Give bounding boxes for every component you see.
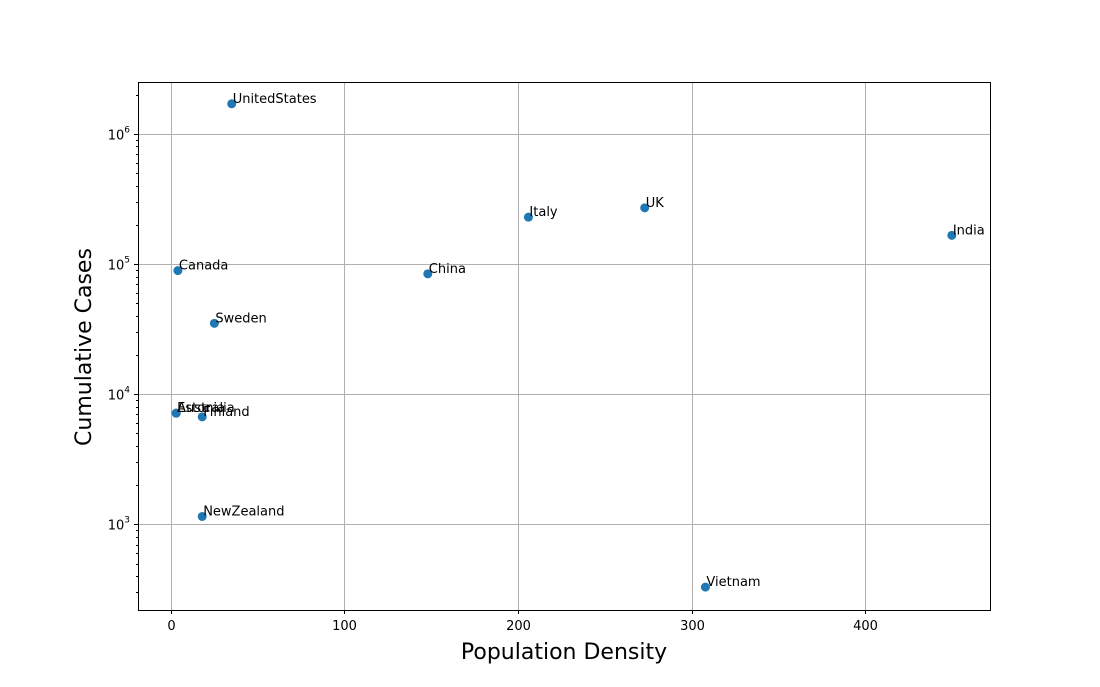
data-point — [227, 99, 237, 109]
point-label: UnitedStates — [233, 92, 317, 107]
x-tick-label: 300 — [680, 619, 705, 634]
point-layer — [171, 99, 957, 592]
point-label: NewZealand — [203, 504, 284, 519]
data-point — [523, 212, 533, 222]
data-point — [197, 511, 207, 521]
point-label: Estonia — [177, 401, 225, 416]
y-tick-label: 105 — [108, 256, 130, 274]
tick-layer: 0 100 200 300 400 103 104 105 106 — [108, 95, 878, 634]
x-axis-title: Population Density — [461, 640, 667, 665]
data-point — [700, 582, 710, 592]
point-label: Canada — [179, 259, 228, 274]
plot-frame — [138, 82, 991, 611]
y-tick-label: 104 — [108, 386, 131, 404]
y-axis-title: Cumulative Cases — [72, 248, 97, 446]
data-point — [197, 412, 207, 422]
label-layer: UnitedStates Italy UK India Canada China Swede… — [177, 92, 985, 590]
data-point — [640, 203, 650, 213]
data-point — [209, 318, 219, 328]
point-label: India — [953, 223, 985, 238]
point-label: China — [429, 262, 466, 277]
y-tick-label: 103 — [108, 516, 130, 534]
data-point — [947, 230, 957, 240]
point-label: Finland — [203, 405, 249, 420]
point-label: Australia — [177, 401, 235, 416]
data-point — [171, 408, 181, 418]
x-tick-label: 0 — [167, 619, 175, 634]
data-point — [423, 269, 433, 279]
grid-layer — [138, 82, 990, 610]
point-label: Vietnam — [706, 575, 760, 590]
x-tick-label: 200 — [506, 619, 531, 634]
data-point — [173, 266, 183, 276]
point-label: Italy — [529, 205, 558, 220]
y-tick-label: 106 — [108, 126, 131, 144]
point-label: Sweden — [215, 311, 266, 326]
point-label: UK — [646, 196, 665, 211]
x-tick-label: 100 — [332, 619, 357, 634]
x-tick-label: 400 — [853, 619, 878, 634]
